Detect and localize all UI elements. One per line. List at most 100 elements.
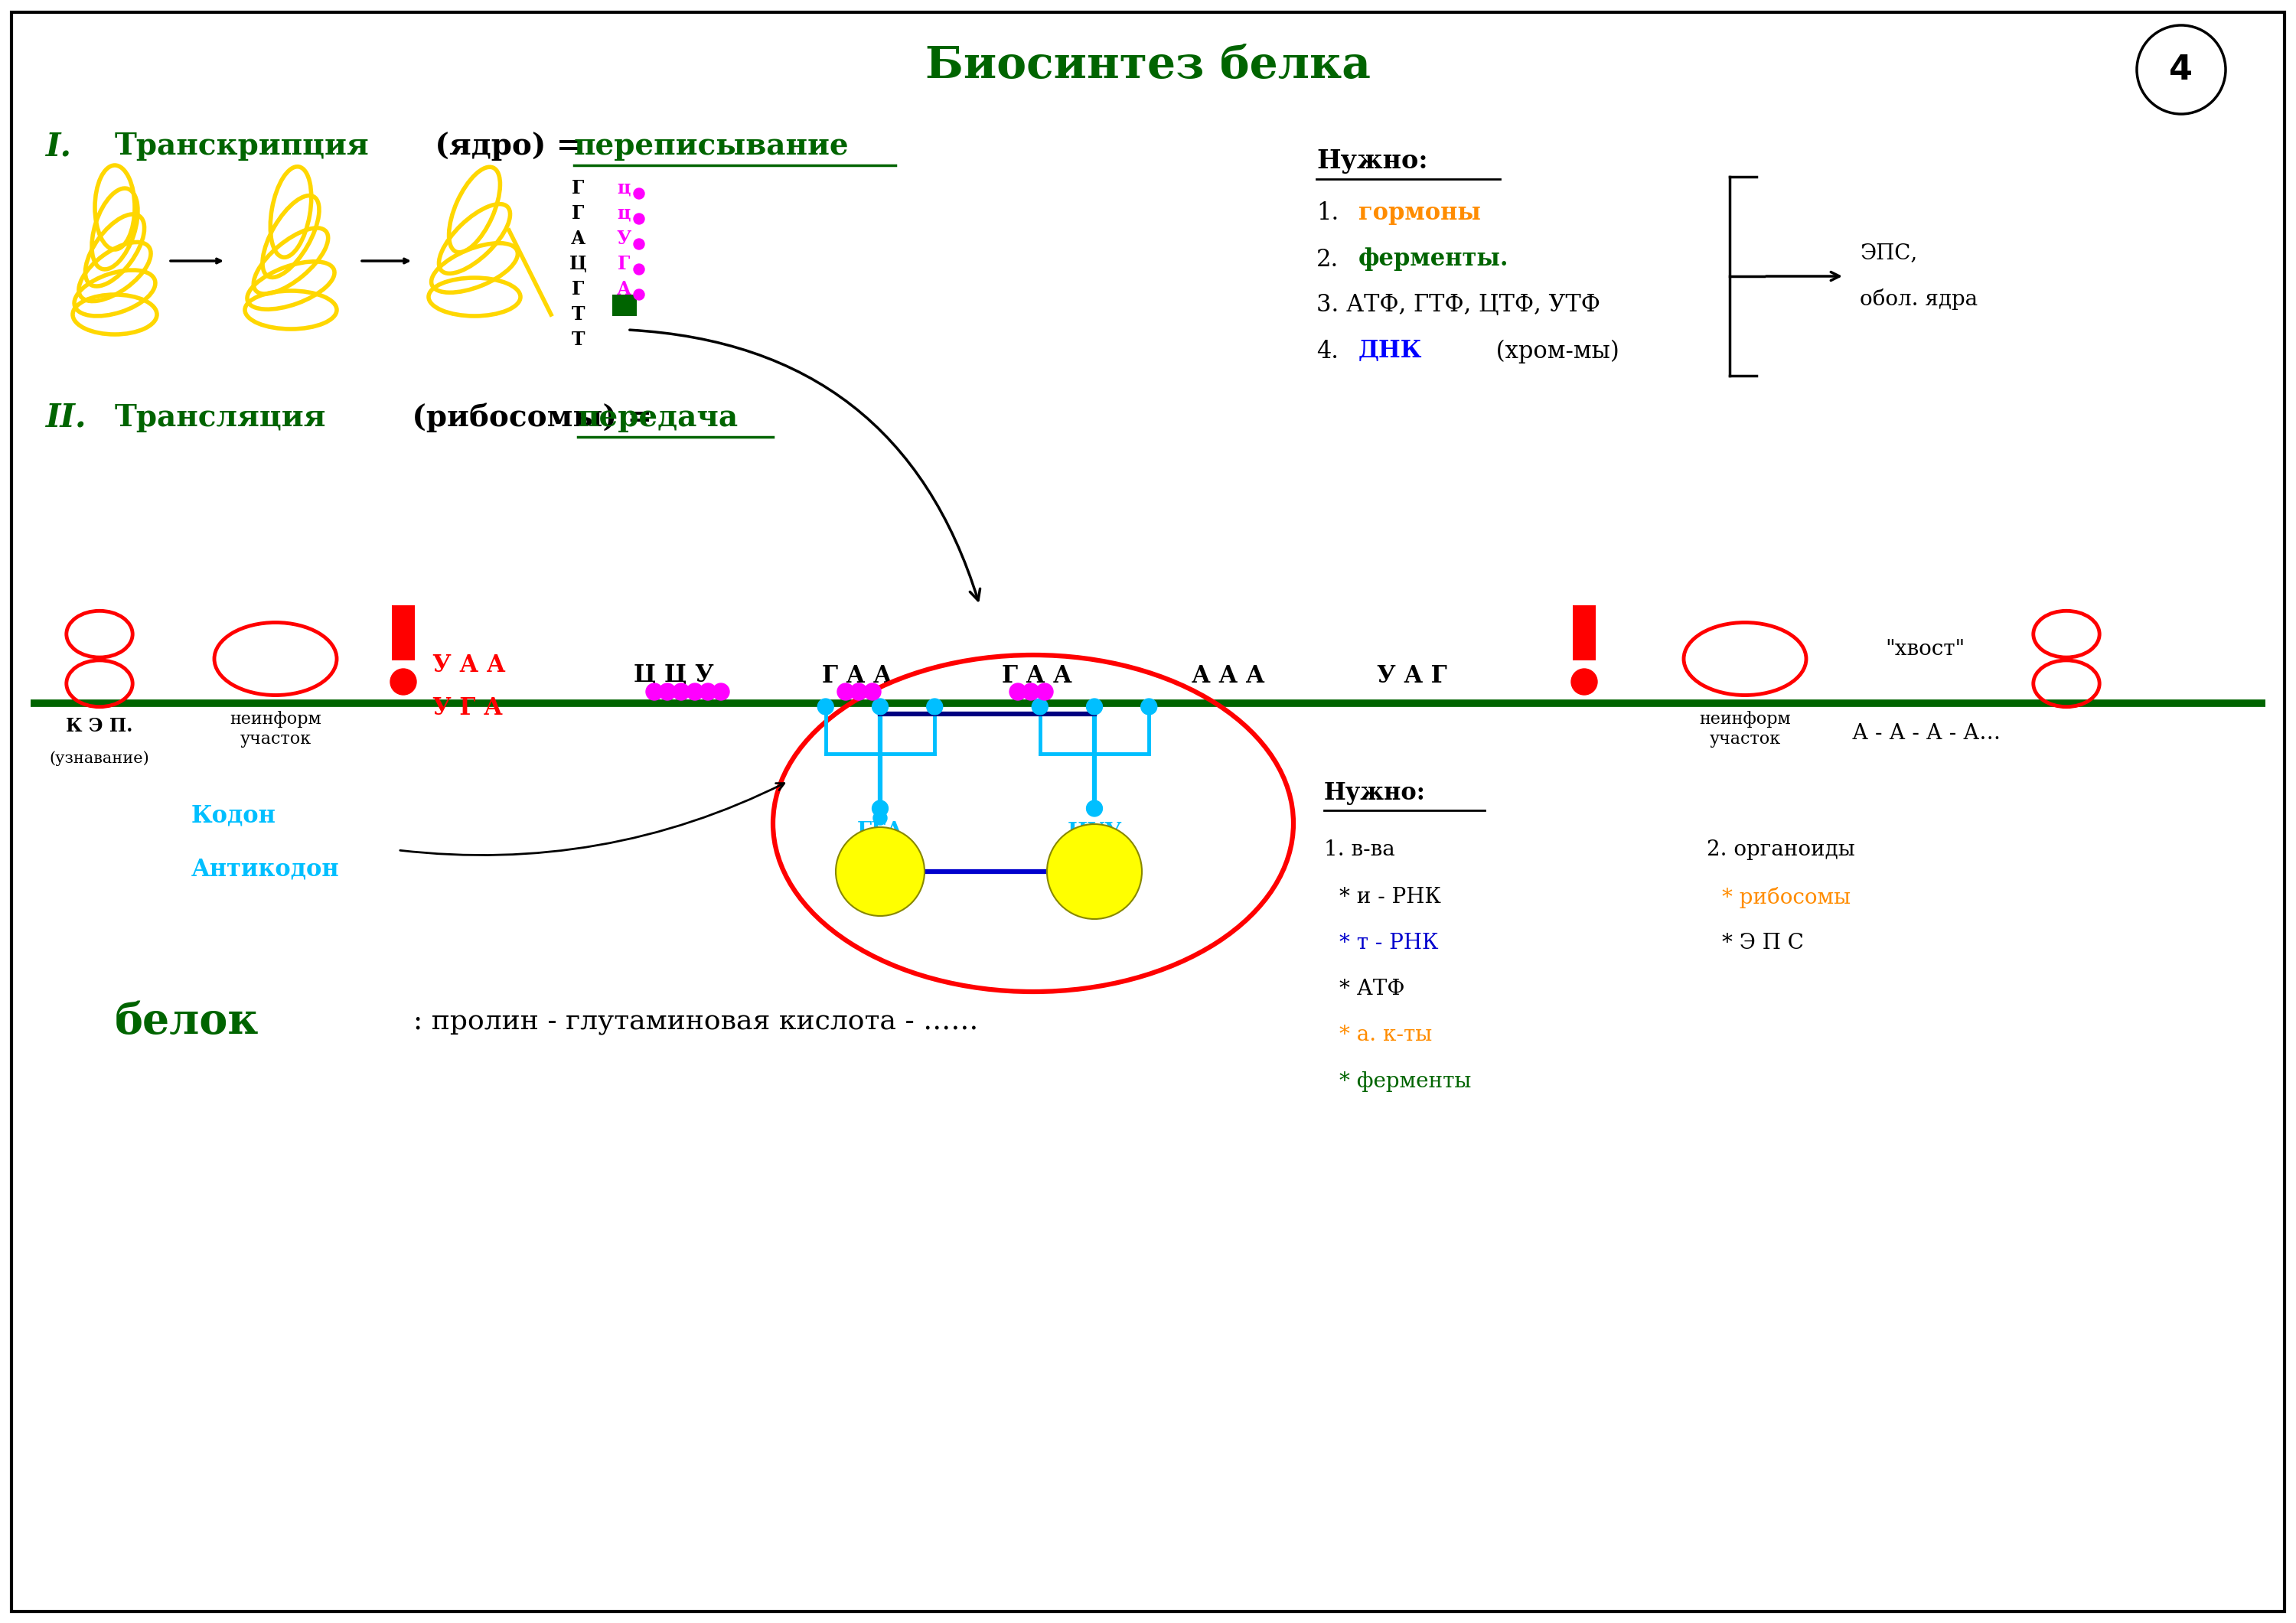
Text: : пролин - глутаминовая кислота - ……: : пролин - глутаминовая кислота - …… (413, 1010, 978, 1035)
Text: ЭПС,: ЭПС, (1860, 243, 1917, 263)
Circle shape (1141, 698, 1157, 714)
Circle shape (863, 683, 882, 700)
Circle shape (390, 669, 416, 695)
Circle shape (838, 683, 854, 700)
Text: неинформ
участок: неинформ участок (230, 711, 321, 747)
Text: А: А (569, 229, 585, 248)
Text: ферменты.: ферменты. (1359, 248, 1508, 271)
Bar (1573, 605, 1596, 661)
FancyArrowPatch shape (629, 329, 980, 601)
Text: 4.: 4. (1316, 339, 1339, 364)
Circle shape (673, 683, 689, 700)
Circle shape (872, 800, 889, 816)
Circle shape (634, 289, 645, 300)
Text: Ц: Ц (569, 255, 585, 273)
Text: Транскрипция: Транскрипция (115, 131, 370, 161)
Text: белок: белок (115, 1001, 259, 1044)
Circle shape (872, 812, 886, 824)
Text: * т - РНК: * т - РНК (1339, 933, 1437, 954)
Circle shape (634, 188, 645, 200)
Text: * АТФ: * АТФ (1339, 979, 1405, 1000)
Circle shape (1035, 683, 1054, 700)
Text: обол. ядра: обол. ядра (1860, 289, 1977, 310)
Text: У А Г: У А Г (1378, 664, 1446, 688)
Circle shape (1031, 698, 1047, 714)
Text: ц: ц (618, 204, 631, 222)
Text: 2. органоиды: 2. органоиды (1706, 839, 1855, 860)
Circle shape (836, 828, 925, 915)
FancyArrowPatch shape (1766, 273, 1839, 281)
Circle shape (700, 683, 716, 700)
Text: У А А: У А А (432, 652, 505, 677)
Circle shape (928, 698, 944, 714)
Text: * а. к-ты: * а. к-ты (1339, 1026, 1433, 1045)
Text: 1. в-ва: 1. в-ва (1325, 839, 1396, 860)
Text: * ферменты: * ферменты (1339, 1071, 1472, 1092)
Text: ЦУУ: ЦУУ (1068, 821, 1123, 842)
Bar (613, 295, 636, 316)
Circle shape (817, 698, 833, 714)
Text: Г: Г (572, 204, 583, 222)
Circle shape (659, 683, 675, 700)
Text: Антикодон: Антикодон (191, 857, 340, 881)
Text: неинформ
участок: неинформ участок (1699, 711, 1791, 747)
Text: ц: ц (618, 179, 631, 198)
Text: А А А: А А А (1192, 664, 1265, 688)
FancyArrowPatch shape (400, 784, 785, 855)
Text: 4: 4 (2170, 54, 2193, 86)
Text: А: А (615, 281, 631, 299)
Circle shape (634, 265, 645, 274)
Text: К Э П.: К Э П. (67, 717, 133, 735)
Text: (хром-мы): (хром-мы) (1488, 339, 1619, 364)
Text: гормоны: гормоны (1359, 201, 1481, 226)
Circle shape (1570, 669, 1598, 695)
Text: ГГА: ГГА (856, 821, 902, 842)
Text: про: про (861, 862, 900, 881)
Text: 2.: 2. (1316, 248, 1339, 271)
Text: "хвост": "хвост" (1885, 639, 1965, 661)
Circle shape (645, 683, 664, 700)
Circle shape (872, 698, 889, 714)
Bar (393, 605, 416, 661)
Circle shape (634, 214, 645, 224)
Text: (ядро) =: (ядро) = (425, 131, 592, 161)
Text: Г: Г (572, 179, 583, 198)
Circle shape (1022, 683, 1040, 700)
Circle shape (1086, 800, 1102, 816)
Circle shape (1047, 824, 1141, 919)
Text: Кодон: Кодон (191, 803, 276, 828)
Circle shape (1010, 683, 1026, 700)
Text: * рибосомы: * рибосомы (1722, 886, 1851, 909)
Text: I.: I. (46, 130, 71, 162)
Text: ДНК: ДНК (1359, 339, 1421, 364)
Text: Г: Г (618, 255, 629, 273)
Text: Трансляция: Трансляция (115, 403, 326, 432)
Text: У Г А: У Г А (432, 696, 503, 721)
Text: глут.: глут. (1070, 863, 1118, 880)
Circle shape (687, 683, 703, 700)
Text: Нужно:: Нужно: (1316, 149, 1428, 174)
Text: Т: Т (572, 305, 585, 323)
Text: * и - РНК: * и - РНК (1339, 888, 1442, 907)
Text: (узнавание): (узнавание) (51, 751, 149, 766)
Text: 1.: 1. (1316, 201, 1339, 226)
Text: переписывание: переписывание (574, 131, 850, 161)
Text: * Э П С: * Э П С (1722, 933, 1805, 954)
Circle shape (634, 239, 645, 250)
Text: 3. АТФ, ГТФ, ЦТФ, УТФ: 3. АТФ, ГТФ, ЦТФ, УТФ (1316, 294, 1600, 316)
Text: А - А - А - А…: А - А - А - А… (1853, 724, 2000, 745)
Text: Ц Ц У: Ц Ц У (634, 664, 714, 688)
Circle shape (1086, 698, 1102, 714)
Text: У: У (615, 229, 631, 248)
Circle shape (850, 683, 868, 700)
Text: передача: передача (579, 403, 739, 432)
Circle shape (712, 683, 730, 700)
Text: II.: II. (46, 403, 87, 433)
Text: Г А А: Г А А (822, 664, 893, 688)
Text: Г: Г (572, 281, 583, 299)
Text: Нужно:: Нужно: (1325, 781, 1426, 805)
Text: Биосинтез белка: Биосинтез белка (925, 44, 1371, 88)
Text: (рибосомы) =: (рибосомы) = (402, 403, 664, 433)
Text: Г А А: Г А А (1001, 664, 1072, 688)
Text: Т: Т (572, 331, 585, 349)
